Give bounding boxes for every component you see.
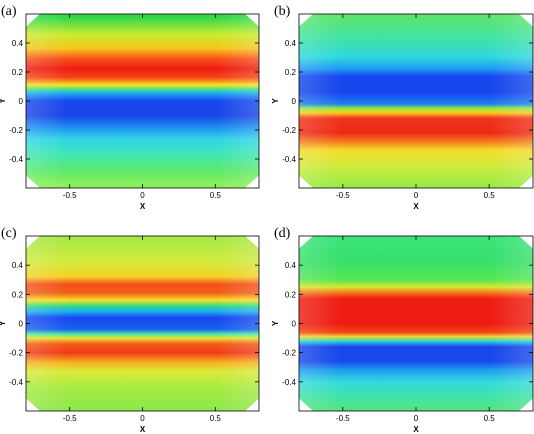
panel-1-xtick-label: -0.5 bbox=[336, 191, 350, 200]
panel-2-edge-shading bbox=[26, 236, 259, 411]
panel-2-xtick-label: -0.5 bbox=[63, 414, 77, 423]
panel-1: 0.4 0.2 0 -0.2 -0.4 -0.5 0 0.5 X Y (b) bbox=[271, 4, 534, 211]
panel-1-ytick-label: 0 bbox=[292, 97, 297, 106]
panel-3-ytick-label: 0.2 bbox=[285, 290, 297, 299]
panel-2-xlabel: X bbox=[140, 425, 146, 434]
panel-0-ytick-label: 0 bbox=[19, 97, 24, 106]
panel-3: 0.4 0.2 0 -0.2 -0.4 -0.5 0 0.5 X Y (d) bbox=[271, 226, 534, 434]
panel-1-edge-shading bbox=[299, 14, 533, 188]
panel-0-ytick-label: 0.4 bbox=[12, 39, 24, 48]
panel-2-ytick-label: -0.2 bbox=[9, 349, 23, 358]
panel-1-ytick-label: -0.4 bbox=[282, 155, 296, 164]
panel-1-ylabel: Y bbox=[271, 98, 280, 104]
panel-3-ytick-label: 0 bbox=[292, 320, 297, 329]
panel-0-ytick-label: -0.4 bbox=[9, 155, 23, 164]
panel-1-label: (b) bbox=[274, 4, 291, 19]
panel-0-xtick-label: 0 bbox=[140, 191, 145, 200]
panel-3-ytick-label: -0.4 bbox=[282, 378, 296, 387]
panel-1-xtick-label: 0.5 bbox=[484, 191, 496, 200]
panel-2-ytick-label: -0.4 bbox=[9, 378, 23, 387]
panel-1-xtick-label: 0 bbox=[414, 191, 419, 200]
panel-3-edge-shading bbox=[299, 236, 533, 411]
panel-3-xtick-label: 0.5 bbox=[484, 414, 496, 423]
panel-2-ytick-label: 0.4 bbox=[12, 261, 24, 270]
panel-0-xlabel: X bbox=[140, 202, 146, 211]
panel-2: 0.4 0.2 0 -0.2 -0.4 -0.5 0 0.5 X Y (c) bbox=[0, 226, 260, 434]
panel-0-ytick-label: 0.2 bbox=[12, 68, 24, 77]
panel-3-ytick-label: -0.2 bbox=[282, 349, 296, 358]
panel-0-xtick-label: -0.5 bbox=[63, 191, 77, 200]
panel-3-xtick-label: 0 bbox=[414, 414, 419, 423]
panel-2-label: (c) bbox=[1, 226, 17, 241]
panel-3-xlabel: X bbox=[413, 425, 419, 434]
panel-0-label: (a) bbox=[1, 4, 17, 19]
panel-2-ytick-label: 0 bbox=[19, 320, 24, 329]
panel-0: 0.4 0.2 0 -0.2 -0.4 -0.5 0 0.5 X Y (a) bbox=[0, 4, 260, 211]
panel-0-ytick-label: -0.2 bbox=[9, 126, 23, 135]
panel-0-xtick-label: 0.5 bbox=[210, 191, 222, 200]
panel-2-ytick-label: 0.2 bbox=[12, 290, 24, 299]
panel-2-xtick-label: 0.5 bbox=[210, 414, 222, 423]
panel-3-ytick-label: 0.4 bbox=[285, 261, 297, 270]
panel-3-label: (d) bbox=[274, 226, 291, 241]
panel-2-ylabel: Y bbox=[0, 320, 7, 326]
panel-3-ylabel: Y bbox=[271, 320, 280, 326]
panel-1-ytick-label: 0.2 bbox=[285, 68, 297, 77]
panel-3-xtick-label: -0.5 bbox=[336, 414, 350, 423]
panel-0-ylabel: Y bbox=[0, 98, 7, 104]
panel-1-xlabel: X bbox=[413, 202, 419, 211]
panel-0-edge-shading bbox=[26, 14, 259, 188]
panel-1-ytick-label: 0.4 bbox=[285, 39, 297, 48]
panel-2-xtick-label: 0 bbox=[140, 414, 145, 423]
panel-1-ytick-label: -0.2 bbox=[282, 126, 296, 135]
